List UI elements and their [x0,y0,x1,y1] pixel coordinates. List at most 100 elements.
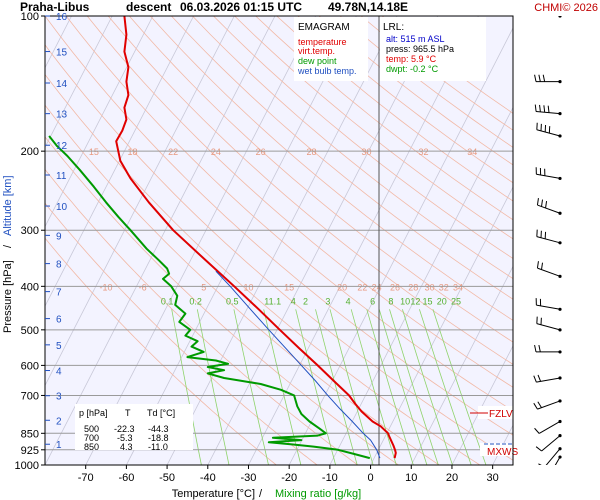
wind-barb-flag [545,201,548,209]
wind-barb-flag [541,476,548,478]
wind-barb-flag [534,74,537,82]
lrl-title: LRL: [383,22,404,33]
dry-adiabat-line [234,16,513,240]
series-wet-bulb-temp-line [215,270,381,459]
summary-table-col-p: p [hPa] [79,408,108,418]
mxws-label: MXWS [487,447,518,458]
wind-barb-flag [535,446,542,452]
altitude-tick-label: 14 [56,79,68,90]
wind-barb-flag [533,375,537,383]
summary-table-cell: -18.8 [148,433,169,443]
dry-adiabat-label: 32 [418,147,428,157]
wind-barb-station [558,455,562,459]
copyright-text: CHMI© 2026 [534,2,598,14]
wind-barb-flag [537,374,542,382]
plot-background [45,16,513,465]
mixing-ratio-label: 1.1 [269,296,282,306]
dry-adiabat-label: 15 [284,282,294,292]
sounding-mode: descent [126,0,171,14]
altitude-tick-label: 11 [56,171,67,182]
dry-adiabat-label: 26 [256,147,266,157]
dry-adiabat-label: 34 [467,147,477,157]
x-tick-label: 20 [446,472,458,484]
legend-item-dew-point: dew point [298,56,337,66]
isotherm-line [207,16,439,465]
summary-table-col-td: Td [°C] [147,408,175,418]
legend-box [294,17,368,81]
altitude-tick-label: 8 [56,260,62,271]
isotherm-line [410,265,513,465]
wind-barb-flag [534,104,537,112]
wind-barb-flag [534,344,537,353]
chart-legend: EMAGRAM temperature virt.temp. dew point… [294,17,368,81]
x-tick-label: -20 [281,472,297,484]
altitude-tick-label: 6 [56,315,62,326]
wind-barb-flag [538,344,541,353]
summary-table-cell: -11.0 [148,442,168,452]
legend-item-virt-temp: virt.temp. [298,46,335,56]
x-tick-label: 0 [368,472,374,484]
lrl-altitude: alt: 515 m ASL [386,34,445,44]
mixing-ratio-label: 15 [423,296,433,306]
p-tick-label: 500 [21,325,39,337]
dry-adiabat-label: -6 [139,282,147,292]
fzlv-marker: FZLV [470,406,514,420]
chart-axes [44,15,514,466]
dry-adiabat-line [128,16,513,343]
legend-item-wet-bulb: wet bulb temp. [297,66,357,76]
isotherm-line [45,16,276,465]
x-tick-label: -50 [159,472,175,484]
wind-barb [545,448,561,465]
x-axis-title-separator: / [259,488,263,500]
dry-adiabat-line [171,16,513,300]
mixing-ratio-label: 20 [437,296,447,306]
p-tick-label: 925 [21,445,39,457]
chart-header: Praha-Libus descent 06.03.2026 01:15 UTC… [20,0,598,14]
lrl-dewpoint: dwpt: -0.2 °C [386,64,439,74]
dry-adiabat-line [255,16,513,221]
lrl-box: LRL: alt: 515 m ASL press: 965.5 hPa tem… [380,17,486,81]
wind-barb-station [558,16,562,18]
p-tick-label: 700 [21,390,39,402]
altitude-tick-label: 3 [56,392,62,403]
sounding-coords: 49.78N,14.18E [328,0,408,14]
dry-adiabat-label: 28 [307,147,317,157]
x-tick-label: 30 [487,472,499,484]
mixing-ratio-label: 0.5 [226,296,239,306]
altitude-tick-label: 5 [56,341,62,352]
y-axis-title: Pressure [hPa] [2,260,14,333]
dry-adiabat-label: 22 [357,282,367,292]
summary-table-cell: -22.3 [114,424,135,434]
altitude-tick-label: 4 [56,367,62,378]
altitude-tick-label: 10 [56,202,68,213]
x-tick-label: -40 [200,472,216,484]
wind-barb-station [558,419,562,424]
wind-barb-flag [533,402,538,410]
wind-barb [541,435,561,452]
p-tick-label: 600 [21,360,39,372]
mixing-ratio-label: 3 [325,296,330,306]
mixing-ratio-label: 0.1 [161,296,174,306]
dry-adiabat-label: 18 [127,147,137,157]
wind-barb [538,421,561,434]
dry-adiabat-label: 34 [453,282,463,292]
summary-table-cell: -5.3 [117,433,133,443]
y-axis-title-separator: / [2,244,14,248]
wind-barb-station [558,433,562,438]
dry-adiabat-label: 26 [390,282,400,292]
profile-series [48,16,397,460]
wind-barb-station [558,328,562,332]
altitude-tick-label: 13 [56,110,68,121]
altitude-tick-label: 15 [56,48,68,59]
p-tick-label: 1000 [15,460,39,472]
p-tick-label: 400 [21,281,39,293]
summary-table: p [hPa] T Td [°C] 500 -22.3 -44.3 700 -5… [75,404,193,452]
wind-panel [513,16,600,465]
p-tick-label: 100 [21,11,39,23]
station-name: Praha-Libus [20,0,90,14]
y-axis-title-2: Altitude [km] [2,175,14,236]
wind-barb-station [558,447,562,451]
mixing-ratio-label: 0.2 [189,296,202,306]
